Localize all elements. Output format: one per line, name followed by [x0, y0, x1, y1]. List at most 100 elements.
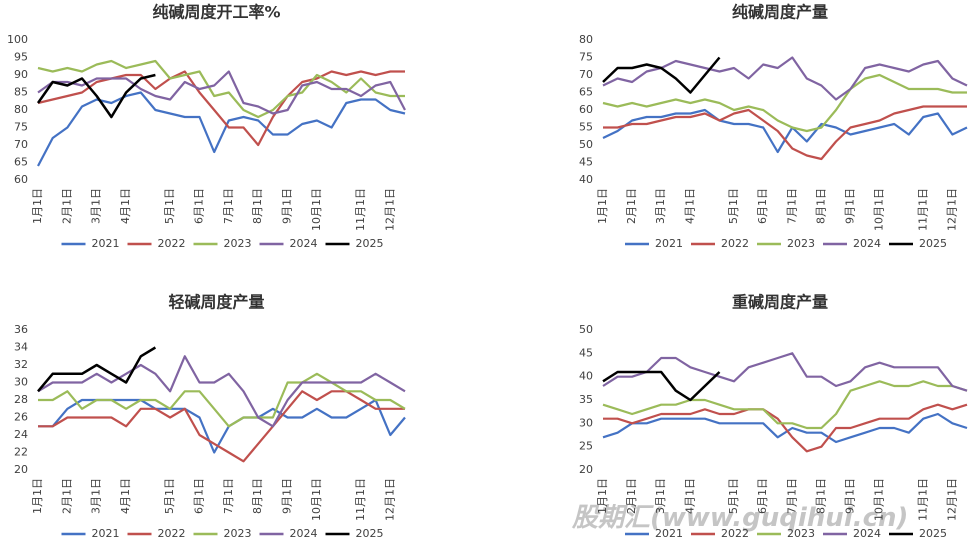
series-line	[602, 412, 968, 444]
legend-label: 2024	[290, 527, 318, 540]
x-tick-label: 9月1日	[844, 188, 857, 224]
y-tick-label: 24	[14, 428, 28, 441]
x-tick-label: 12月1日	[383, 188, 396, 231]
series-line	[38, 398, 406, 454]
y-tick-label: 95	[14, 51, 28, 64]
legend-label: 2025	[356, 237, 384, 250]
x-tick-label: 12月1日	[383, 478, 396, 521]
y-tick-label: 50	[579, 138, 593, 151]
x-tick-label: 11月1日	[354, 478, 367, 521]
x-tick-label: 9月1日	[281, 478, 294, 514]
x-tick-label: 5月1日	[727, 478, 740, 514]
chart-title: 纯碱周度产量	[732, 3, 828, 22]
legend-label: 2023	[787, 237, 815, 250]
legend-label: 2025	[919, 527, 947, 540]
y-tick-label: 80	[14, 103, 28, 116]
x-tick-label: 9月1日	[281, 188, 294, 224]
legend-label: 2024	[853, 527, 881, 540]
legend-label: 2024	[853, 237, 881, 250]
legend-label: 2021	[92, 237, 120, 250]
x-tick-label: 11月1日	[916, 478, 929, 521]
chart: 纯碱周度开工率% 60 65 70 75 80 85 90 95 100 1月1日 2月1日 3月1日 4…	[7, 3, 406, 250]
legend-label: 2024	[290, 237, 318, 250]
legend-label: 2025	[356, 527, 384, 540]
y-tick-label: 36	[14, 323, 28, 336]
x-tick-label: 2月1日	[625, 188, 638, 224]
x-tick-label: 7月1日	[222, 188, 235, 224]
series-line	[602, 73, 967, 133]
series-line	[603, 105, 967, 161]
y-tick-label: 60	[14, 173, 28, 186]
y-tick-label: 22	[14, 446, 28, 459]
y-tick-label: 65	[14, 156, 28, 169]
x-tick-label: 10月1日	[310, 478, 323, 521]
x-tick-label: 9月1日	[844, 478, 857, 514]
series-line	[602, 352, 968, 392]
x-tick-label: 11月1日	[916, 188, 929, 231]
legend-label: 2021	[655, 237, 683, 250]
y-tick-label: 100	[7, 33, 28, 46]
x-tick-label: 2月1日	[60, 478, 73, 514]
y-tick-label: 34	[14, 341, 28, 354]
series-line	[602, 56, 968, 101]
x-tick-label: 6月1日	[192, 478, 205, 514]
series-line	[38, 390, 405, 463]
series-line	[603, 403, 968, 453]
series-line	[37, 70, 405, 147]
y-tick-label: 20	[579, 463, 593, 476]
chart-title: 重碱周度产量	[732, 293, 828, 312]
x-tick-label: 4月1日	[119, 478, 132, 514]
x-tick-label: 1月1日	[596, 188, 609, 224]
x-tick-label: 3月1日	[654, 188, 667, 224]
x-tick-label: 8月1日	[814, 188, 827, 224]
x-tick-label: 5月1日	[163, 188, 176, 224]
y-tick-label: 28	[14, 393, 28, 406]
y-tick-label: 70	[14, 138, 28, 151]
x-tick-label: 4月1日	[683, 188, 696, 224]
y-tick-label: 85	[14, 86, 28, 99]
x-tick-label: 7月1日	[785, 188, 798, 224]
x-tick-label: 10月1日	[873, 188, 886, 231]
x-tick-label: 5月1日	[163, 478, 176, 514]
x-tick-label: 8月1日	[251, 478, 264, 514]
y-tick-label: 25	[579, 440, 593, 453]
legend-label: 2022	[721, 237, 749, 250]
x-tick-label: 12月1日	[945, 188, 958, 231]
y-tick-label: 65	[579, 86, 593, 99]
x-tick-label: 10月1日	[310, 188, 323, 231]
x-tick-label: 6月1日	[756, 478, 769, 514]
x-tick-label: 12月1日	[945, 478, 958, 521]
series-line	[602, 108, 968, 154]
x-tick-label: 1月1日	[31, 478, 44, 514]
series-line	[36, 73, 156, 119]
y-tick-label: 32	[14, 358, 28, 371]
series-line	[37, 91, 406, 167]
legend-label: 2022	[158, 527, 186, 540]
y-tick-label: 30	[579, 416, 593, 429]
x-tick-label: 7月1日	[785, 478, 798, 514]
series-line	[602, 370, 721, 402]
chart-title: 轻碱周度产量	[168, 293, 264, 312]
x-tick-label: 7月1日	[222, 478, 235, 514]
y-tick-label: 70	[579, 68, 593, 81]
x-tick-label: 8月1日	[251, 188, 264, 224]
legend-label: 2021	[655, 527, 683, 540]
x-tick-label: 3月1日	[90, 478, 103, 514]
legend-label: 2022	[158, 237, 186, 250]
y-tick-label: 80	[579, 33, 593, 46]
y-tick-label: 75	[579, 51, 593, 64]
watermark: 股期汇(www.guqihui.cn)	[572, 503, 909, 533]
legend-label: 2021	[92, 527, 120, 540]
x-tick-label: 6月1日	[756, 188, 769, 224]
legend-label: 2022	[721, 527, 749, 540]
x-tick-label: 4月1日	[683, 478, 696, 514]
series-line	[37, 355, 406, 428]
x-tick-label: 5月1日	[727, 188, 740, 224]
x-tick-label: 3月1日	[90, 188, 103, 224]
chart: 纯碱周度产量 40 45 50 55 60 65 70 75 80 1月1日 2月1日 3月1日 4月1日…	[579, 3, 968, 250]
series-line	[38, 372, 406, 428]
y-tick-label: 90	[14, 68, 28, 81]
x-tick-label: 1月1日	[596, 478, 609, 514]
